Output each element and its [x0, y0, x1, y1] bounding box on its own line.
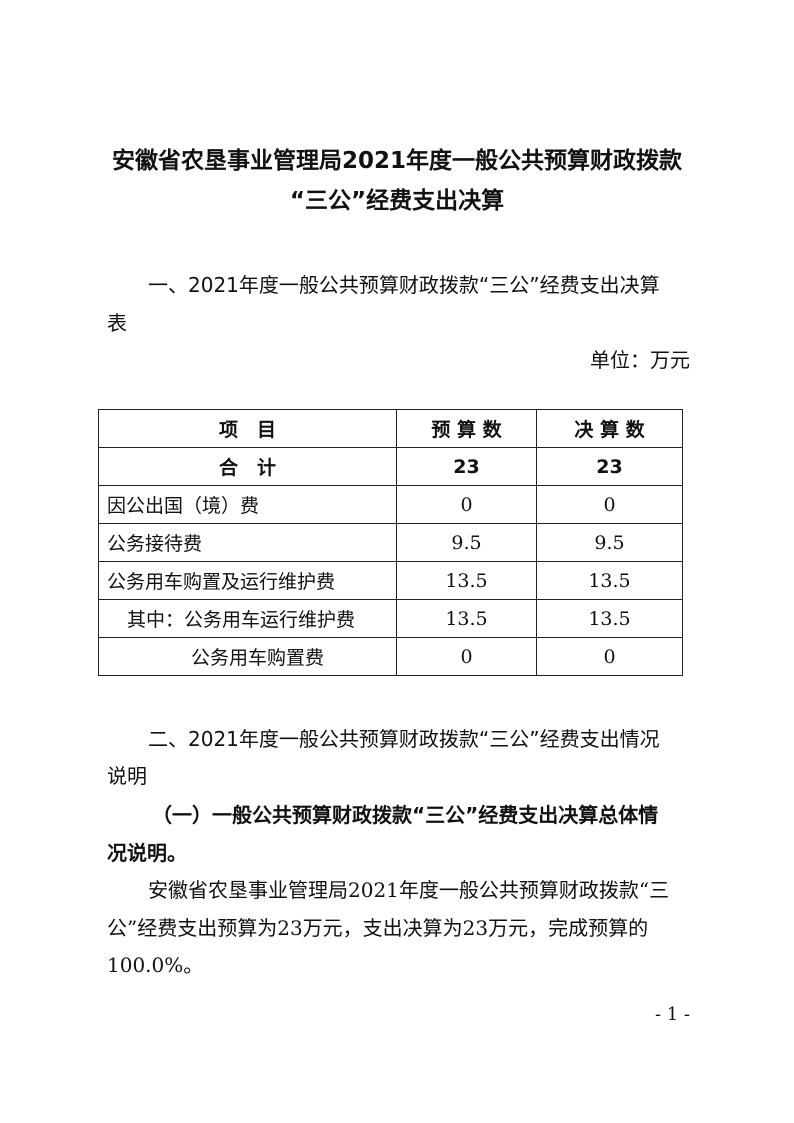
row-budget: 0	[396, 485, 537, 524]
row-final: 13.5	[536, 561, 683, 600]
table-row: 公务用车购置及运行维护费 13.5 13.5	[98, 561, 683, 600]
row-item: 因公出国（境）费	[98, 485, 397, 524]
document-title-line2: “三公”经费支出决算	[289, 188, 505, 214]
row-budget: 9.5	[396, 523, 537, 562]
table-header-row: 项 目 预 算 数 决 算 数	[98, 409, 683, 448]
row-budget: 13.5	[396, 599, 537, 638]
subsection-heading-cont: 况说明。	[107, 841, 187, 865]
header-budget: 预 算 数	[396, 409, 537, 448]
body-text-line1: 安徽省农垦事业管理局2021年度一般公共预算财政拨款“三	[148, 878, 670, 902]
row-item: 公务用车购置及运行维护费	[98, 561, 397, 600]
row-final: 13.5	[536, 599, 683, 638]
table-row: 其中：公务用车运行维护费 13.5 13.5	[98, 599, 683, 638]
table-row: 合 计 23 23	[98, 447, 683, 486]
section2-heading: 二、2021年度一般公共预算财政拨款“三公”经费支出情况	[148, 727, 660, 751]
row-item: 公务用车购置费	[98, 637, 397, 676]
body-text-line3: 100.0%。	[107, 953, 204, 977]
row-budget: 13.5	[396, 561, 537, 600]
header-final: 决 算 数	[536, 409, 683, 448]
row-final: 9.5	[536, 523, 683, 562]
row-item: 公务接待费	[98, 523, 397, 562]
document-title-line1: 安徽省农垦事业管理局2021年度一般公共预算财政拨款	[111, 148, 682, 174]
row-final: 0	[536, 637, 683, 676]
body-text-line2: 公”经费支出预算为23万元，支出决算为23万元，完成预算的	[107, 916, 649, 940]
table-row: 公务用车购置费 0 0	[98, 637, 683, 676]
expense-table: 项 目 预 算 数 决 算 数 合 计 23 23 因公出国（境）费 0 0 公…	[98, 409, 683, 676]
section2-heading-cont: 说明	[107, 764, 147, 788]
row-item: 其中：公务用车运行维护费	[98, 599, 397, 638]
row-final: 23	[536, 447, 683, 486]
subsection-heading: （一）一般公共预算财政拨款“三公”经费支出决算总体情	[152, 803, 659, 827]
row-budget: 0	[396, 637, 537, 676]
row-budget: 23	[396, 447, 537, 486]
table-row: 公务接待费 9.5 9.5	[98, 523, 683, 562]
unit-label: 单位：万元	[590, 348, 690, 372]
row-item: 合 计	[98, 447, 397, 486]
row-final: 0	[536, 485, 683, 524]
header-item: 项 目	[98, 409, 397, 448]
section1-heading: 一、2021年度一般公共预算财政拨款“三公”经费支出决算	[148, 273, 660, 297]
table-row: 因公出国（境）费 0 0	[98, 485, 683, 524]
page-number: - 1 -	[654, 1004, 690, 1025]
section1-heading-cont: 表	[107, 311, 127, 335]
